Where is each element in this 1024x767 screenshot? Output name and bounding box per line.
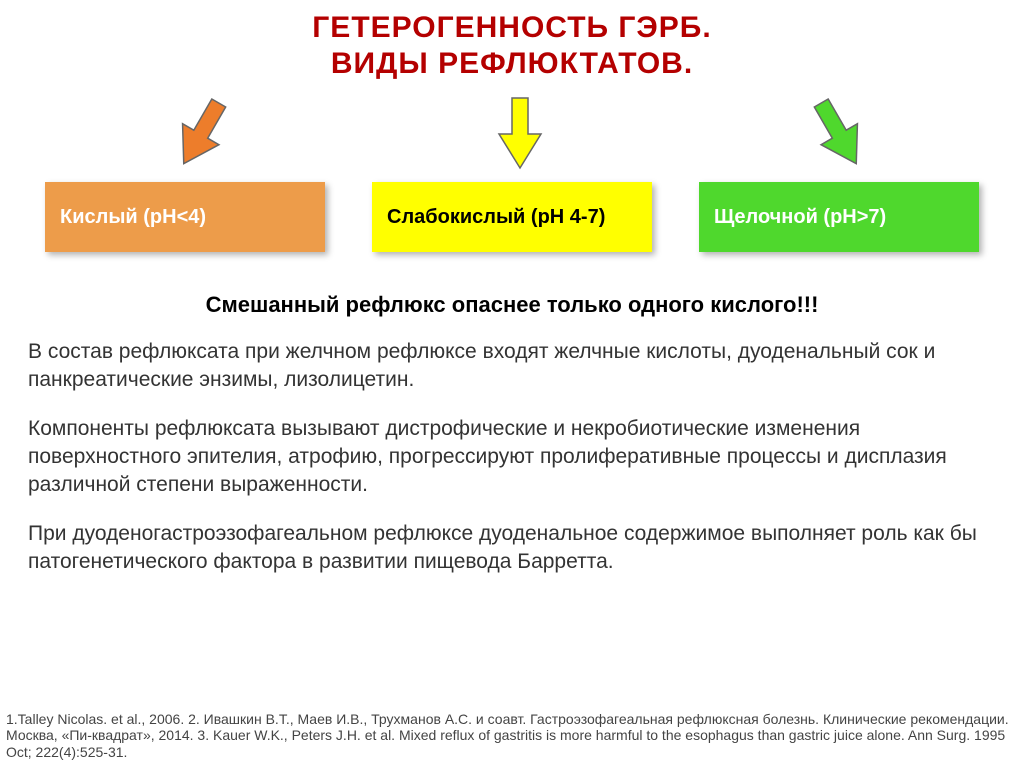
box-acidic-label: Кислый (рН<4) <box>60 206 206 229</box>
arrows-container <box>0 88 1024 178</box>
box-weak-acidic: Слабокислый (рН 4-7) <box>372 182 652 252</box>
subtitle-warning: Смешанный рефлюкс опаснее только одного … <box>0 292 1024 318</box>
slide-title: ГЕТЕРОГЕННОСТЬ ГЭРБ. ВИДЫ РЕФЛЮКТАТОВ. <box>0 0 1024 82</box>
box-alkaline: Щелочной (рН>7) <box>699 182 979 252</box>
paragraph-2: Компоненты рефлюксата вызывают дистрофич… <box>28 415 996 500</box>
arrow-middle <box>495 94 545 177</box>
title-line-1: ГЕТЕРОГЕННОСТЬ ГЭРБ. <box>0 10 1024 46</box>
arrow-left <box>158 87 243 184</box>
paragraph-1: В состав рефлюксата при желчном рефлюксе… <box>28 338 996 395</box>
body-paragraphs: В состав рефлюксата при желчном рефлюксе… <box>0 318 1024 576</box>
footnote-citations: 1.Talley Nicolas. et al., 2006. 2. Ивашк… <box>6 711 1018 761</box>
paragraph-3: При дуоденогастроэзофагеальном рефлюксе … <box>28 520 996 577</box>
box-acidic: Кислый (рН<4) <box>45 182 325 252</box>
box-weak-acidic-label: Слабокислый (рН 4-7) <box>387 206 605 229</box>
box-alkaline-label: Щелочной (рН>7) <box>714 206 886 229</box>
category-boxes: Кислый (рН<4) Слабокислый (рН 4-7) Щелоч… <box>0 182 1024 252</box>
arrow-right <box>798 87 883 184</box>
title-line-2: ВИДЫ РЕФЛЮКТАТОВ. <box>0 46 1024 82</box>
